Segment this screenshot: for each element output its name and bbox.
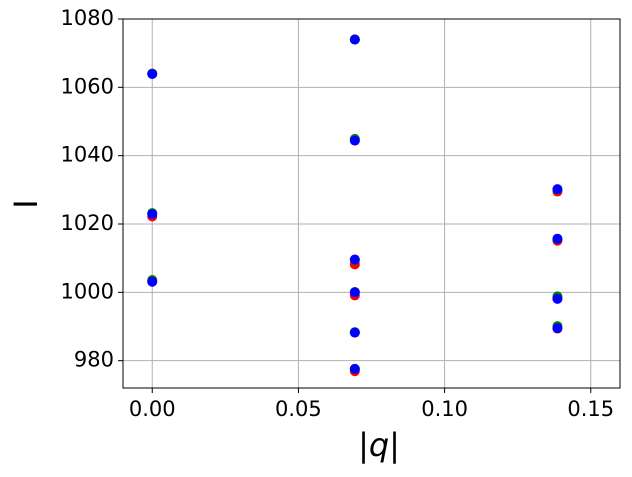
- y-tick-label: 1080: [61, 6, 114, 30]
- y-tick-label: 980: [74, 348, 114, 372]
- y-tick-label: 1060: [61, 74, 114, 98]
- y-tick-label: 1040: [61, 143, 114, 167]
- point: [349, 135, 360, 146]
- x-axis-label: |q|: [358, 426, 400, 464]
- x-tick-label: 0.10: [421, 397, 468, 421]
- x-tick-label: 0.05: [275, 397, 322, 421]
- point: [349, 254, 360, 265]
- y-axis-label: I: [7, 199, 45, 208]
- point: [552, 293, 563, 304]
- point: [552, 323, 563, 334]
- point: [552, 184, 563, 195]
- plot-frame: [122, 18, 621, 389]
- y-tick-label: 1020: [61, 211, 114, 235]
- point: [349, 287, 360, 298]
- point: [349, 327, 360, 338]
- y-tick-label: 1000: [61, 279, 114, 303]
- point: [147, 209, 158, 220]
- x-tick-label: 0.15: [567, 397, 614, 421]
- point: [147, 276, 158, 287]
- point: [147, 69, 158, 80]
- point: [552, 233, 563, 244]
- point: [349, 363, 360, 374]
- x-tick-label: 0.00: [129, 397, 176, 421]
- point: [349, 34, 360, 45]
